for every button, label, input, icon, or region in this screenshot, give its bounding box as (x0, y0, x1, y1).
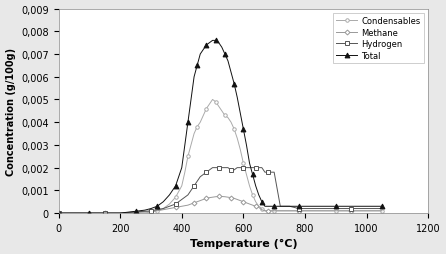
Total (56, 212, 61, 215)
Line: Condensables: Condensables (57, 98, 384, 215)
Methane (216, 195, 221, 198)
Total (333, 205, 339, 208)
Total (216, 42, 221, 45)
Condensables (216, 105, 221, 108)
Hydrogen (256, 166, 261, 169)
Hydrogen (167, 205, 172, 208)
Line: Methane: Methane (57, 195, 384, 215)
Hydrogen (56, 212, 61, 215)
Condensables (238, 148, 243, 151)
Condensables (56, 212, 61, 215)
Total (102, 212, 107, 215)
Condensables (102, 212, 107, 215)
Methane (191, 201, 197, 204)
Methane (56, 212, 61, 215)
Condensables (194, 126, 200, 129)
Hydrogen (379, 207, 384, 210)
Line: Total: Total (56, 39, 384, 216)
Methane (379, 210, 384, 213)
Hydrogen (188, 189, 194, 192)
Legend: Condensables, Methane, Hydrogen, Total: Condensables, Methane, Hydrogen, Total (333, 14, 424, 64)
Condensables (379, 210, 384, 213)
Methane (247, 203, 252, 206)
Condensables (210, 99, 215, 102)
Total (210, 40, 215, 43)
Condensables (333, 210, 339, 213)
Hydrogen (210, 166, 215, 169)
Methane (364, 210, 369, 213)
Methane (188, 203, 194, 206)
Total (379, 205, 384, 208)
X-axis label: Temperature (°C): Temperature (°C) (190, 239, 297, 248)
Methane (256, 206, 261, 209)
Hydrogen (364, 207, 369, 210)
Total (244, 144, 249, 147)
Line: Hydrogen: Hydrogen (57, 166, 384, 215)
Total (238, 112, 243, 115)
Condensables (244, 173, 249, 176)
Hydrogen (191, 185, 197, 188)
Methane (167, 207, 172, 210)
Hydrogen (247, 166, 252, 169)
Y-axis label: Concentration (g/100g): Concentration (g/100g) (5, 47, 16, 175)
Total (194, 65, 200, 68)
